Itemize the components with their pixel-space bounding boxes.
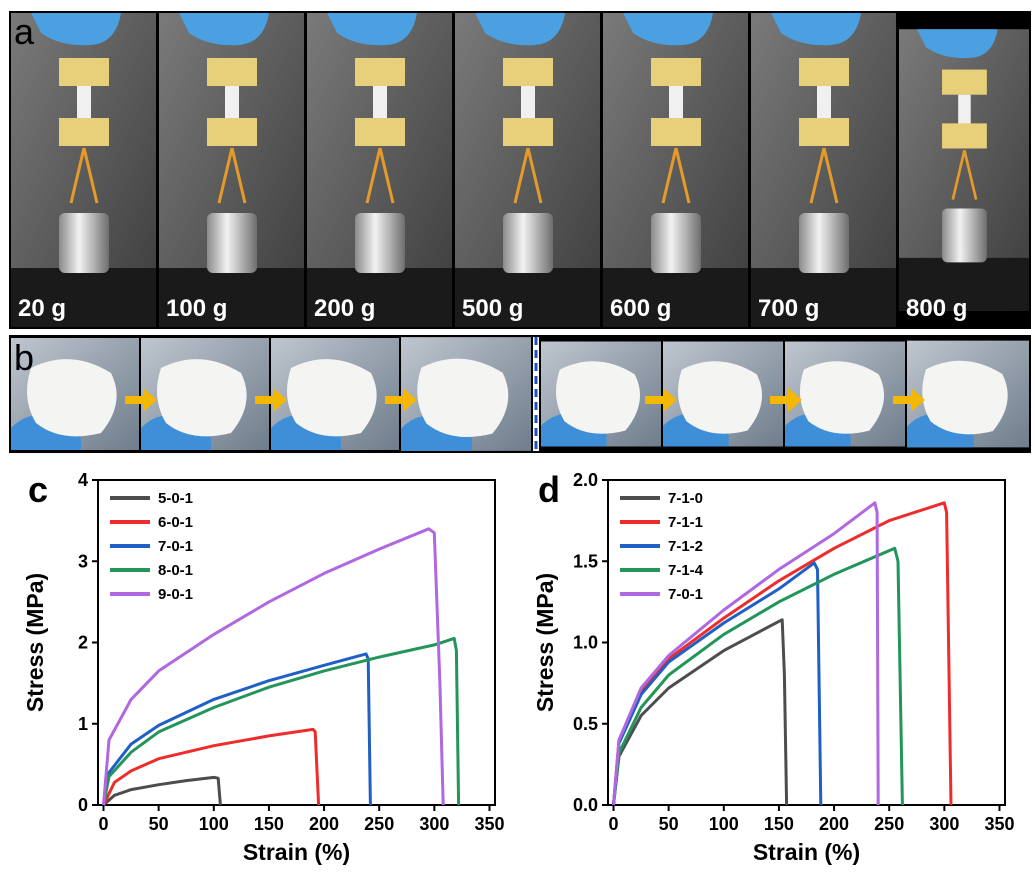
photo (907, 341, 1029, 448)
photo (159, 13, 304, 327)
x-tick-label: 200 (819, 814, 849, 834)
legend-label: 7-1-0 (668, 490, 703, 507)
photo-label: 700 g (758, 295, 819, 322)
photo (603, 13, 748, 327)
legend-label: 7-0-1 (668, 586, 703, 603)
legend-label: 5-0-1 (158, 490, 193, 507)
x-tick-label: 150 (254, 814, 284, 834)
photo (11, 13, 156, 327)
x-tick-label: 0 (609, 814, 619, 834)
x-tick-label: 300 (929, 814, 959, 834)
photo (899, 29, 1029, 311)
legend-label: 6-0-1 (158, 514, 193, 531)
x-tick-label: 350 (474, 814, 504, 834)
panel-label: a (14, 11, 35, 52)
data-line (104, 777, 221, 805)
x-tick-label: 150 (764, 814, 794, 834)
y-tick-label: 0 (78, 795, 88, 815)
y-tick-label: 4 (78, 470, 88, 490)
x-tick-label: 100 (709, 814, 739, 834)
x-axis-title: Strain (%) (753, 839, 860, 865)
y-tick-label: 0.0 (573, 795, 598, 815)
y-tick-label: 1 (78, 714, 88, 734)
photo (455, 13, 600, 327)
data-line (614, 503, 879, 805)
x-tick-label: 350 (984, 814, 1014, 834)
legend-label: 9-0-1 (158, 586, 193, 603)
legend-label: 8-0-1 (158, 562, 193, 579)
y-tick-label: 2.0 (573, 470, 598, 490)
photo (401, 337, 531, 451)
panel-label: c (28, 469, 48, 510)
y-tick-label: 0.5 (573, 714, 598, 734)
y-tick-label: 2 (78, 633, 88, 653)
panel-label: b (14, 337, 34, 378)
photo-label: 100 g (166, 295, 227, 322)
x-tick-label: 250 (874, 814, 904, 834)
photo (541, 342, 661, 447)
x-tick-label: 300 (419, 814, 449, 834)
x-tick-label: 0 (99, 814, 109, 834)
photo (663, 342, 783, 447)
y-axis-title: Stress (MPa) (532, 573, 558, 712)
x-tick-label: 50 (659, 814, 679, 834)
x-tick-label: 250 (364, 814, 394, 834)
data-line (104, 638, 459, 805)
photo (785, 342, 905, 447)
x-tick-label: 100 (199, 814, 229, 834)
x-tick-label: 50 (149, 814, 169, 834)
legend-label: 7-0-1 (158, 538, 193, 555)
y-tick-label: 1.0 (573, 633, 598, 653)
photo-label: 500 g (462, 295, 523, 322)
x-axis-title: Strain (%) (243, 839, 350, 865)
legend-label: 7-1-1 (668, 514, 703, 531)
photo (307, 13, 452, 327)
x-tick-label: 200 (309, 814, 339, 834)
photo (271, 338, 399, 450)
y-tick-label: 3 (78, 551, 88, 571)
photo (751, 13, 896, 327)
photo (141, 338, 269, 450)
photo-label: 20 g (18, 295, 66, 322)
panel-label: d (538, 469, 560, 510)
data-line (104, 654, 371, 805)
figure: a 20 g 100 g 200 g 500 g 600 g 700 g 800… (0, 0, 1035, 870)
y-tick-label: 1.5 (573, 551, 598, 571)
photo-label: 200 g (314, 295, 375, 322)
photo-label: 600 g (610, 295, 671, 322)
legend-label: 7-1-4 (668, 562, 704, 579)
y-axis-title: Stress (MPa) (22, 573, 48, 712)
photo-label: 800 g (906, 295, 967, 322)
legend-label: 7-1-2 (668, 538, 703, 555)
data-line (104, 529, 444, 805)
